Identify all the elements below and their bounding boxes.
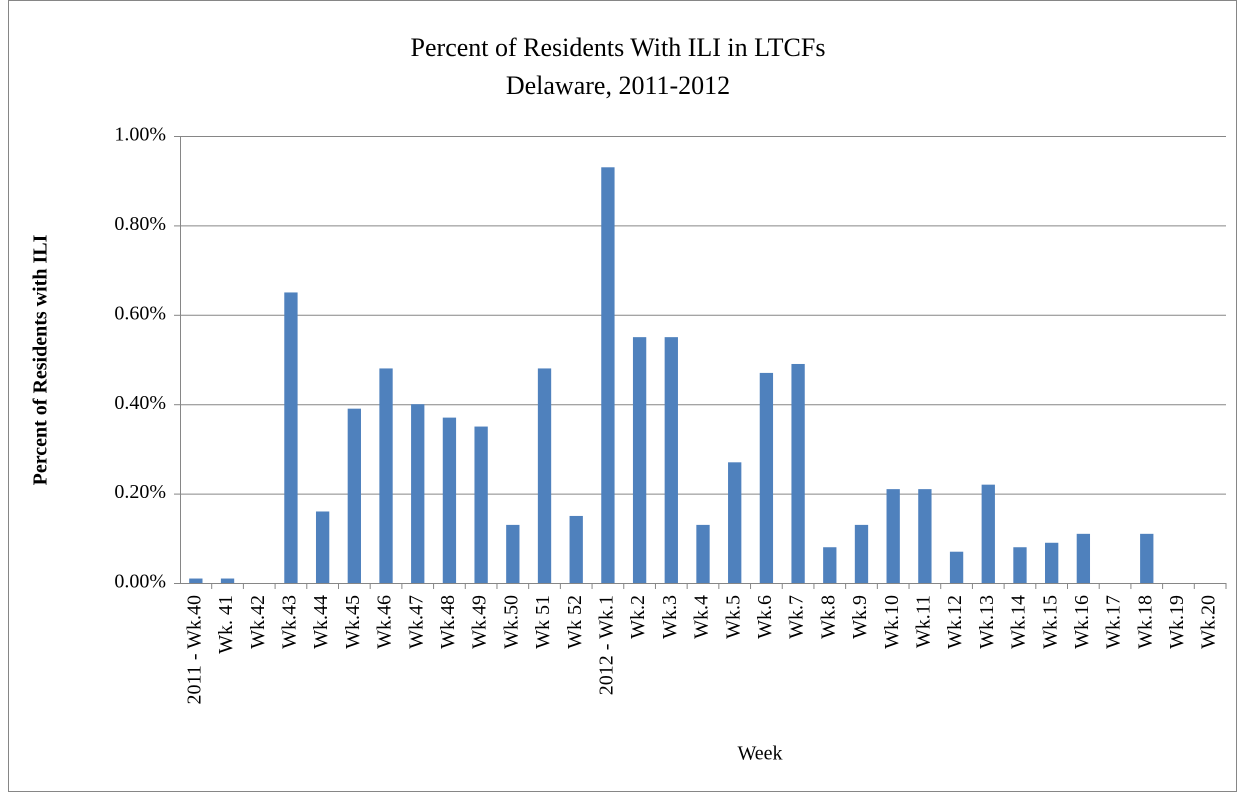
- bar: [1013, 547, 1027, 583]
- bar: [664, 337, 678, 583]
- chart-subtitle: Delaware, 2011-2012: [506, 71, 730, 100]
- bar: [918, 489, 932, 583]
- x-tick-label: Wk.9: [849, 595, 871, 639]
- bar: [886, 489, 900, 583]
- bar: [220, 578, 235, 583]
- bar: [315, 511, 330, 583]
- chart-title: Percent of Residents With ILI in LTCFs: [411, 33, 826, 62]
- bar: [854, 524, 869, 583]
- x-tick-label: Wk.4: [691, 595, 713, 639]
- y-tick-label: 0.80%: [114, 213, 166, 235]
- bar: [823, 547, 837, 583]
- x-tick-label: Wk.11: [912, 595, 934, 648]
- bar: [537, 368, 552, 583]
- bar: [284, 292, 298, 583]
- x-tick-label: Wk.18: [1134, 595, 1156, 649]
- x-tick-label: Wk.16: [1071, 595, 1093, 649]
- bar: [411, 404, 425, 583]
- bar: [601, 167, 615, 584]
- x-tick-label: Wk.2: [627, 595, 649, 639]
- bar: [506, 524, 520, 583]
- x-tick-label: Wk.15: [1039, 595, 1061, 649]
- bar: [728, 462, 742, 583]
- x-tick-label: Wk.3: [659, 595, 681, 639]
- bar: [379, 368, 393, 583]
- x-tick-label: Wk.46: [374, 595, 396, 649]
- x-axis-label: Week: [737, 743, 782, 765]
- x-tick-label: Wk.7: [786, 595, 808, 639]
- y-tick-label: 0.00%: [114, 571, 166, 593]
- x-tick-label: Wk.6: [754, 595, 776, 639]
- bar: [696, 524, 710, 583]
- bar: [1076, 533, 1091, 583]
- bar: [1045, 542, 1059, 583]
- bar: [347, 408, 361, 583]
- x-tick-label: Wk.19: [1166, 595, 1188, 649]
- x-tick-label: Wk.43: [279, 595, 301, 649]
- bar: [1140, 533, 1154, 583]
- y-tick-label: 0.40%: [114, 392, 166, 414]
- bar: [981, 484, 995, 583]
- x-tick-label: Wk.47: [405, 595, 427, 649]
- x-tick-label: Wk.17: [1103, 595, 1125, 649]
- bar: [189, 578, 203, 583]
- x-tick-label: Wk.5: [722, 595, 744, 639]
- x-tick-label: Wk.50: [500, 595, 522, 649]
- bar: [949, 551, 964, 583]
- x-tick-label: Wk.10: [881, 595, 903, 649]
- x-tick-label: Wk.20: [1198, 595, 1220, 649]
- y-tick-label: 0.20%: [114, 481, 166, 503]
- x-tick-label: Wk.14: [1008, 595, 1030, 649]
- chart-frame: [8, 0, 1237, 792]
- y-axis-label: Percent of Residents with ILI: [30, 234, 52, 485]
- x-tick-label: Wk.12: [944, 595, 966, 649]
- bar: [569, 515, 583, 583]
- bar: [791, 363, 805, 583]
- x-tick-label: Wk 51: [532, 595, 554, 649]
- x-tick-label: 2011 - Wk.40: [183, 595, 205, 704]
- x-tick-label: Wk.44: [310, 595, 332, 649]
- bar: [632, 337, 647, 583]
- y-tick-label: 0.60%: [114, 302, 166, 324]
- bar: [442, 417, 457, 583]
- x-tick-label: Wk.48: [437, 595, 459, 649]
- x-tick-label: Wk.42: [247, 595, 269, 649]
- bar: [759, 372, 774, 583]
- x-tick-label: 2012 - Wk.1: [596, 595, 618, 695]
- x-tick-label: Wk.13: [976, 595, 998, 649]
- bar: [474, 426, 488, 583]
- x-tick-label: Wk.49: [469, 595, 491, 649]
- x-tick-label: Wk. 41: [215, 595, 237, 654]
- x-tick-label: Wk.8: [817, 595, 839, 639]
- x-tick-label: Wk.45: [342, 595, 364, 649]
- y-tick-label: 1.00%: [114, 124, 166, 146]
- x-tick-label: Wk 52: [564, 595, 586, 649]
